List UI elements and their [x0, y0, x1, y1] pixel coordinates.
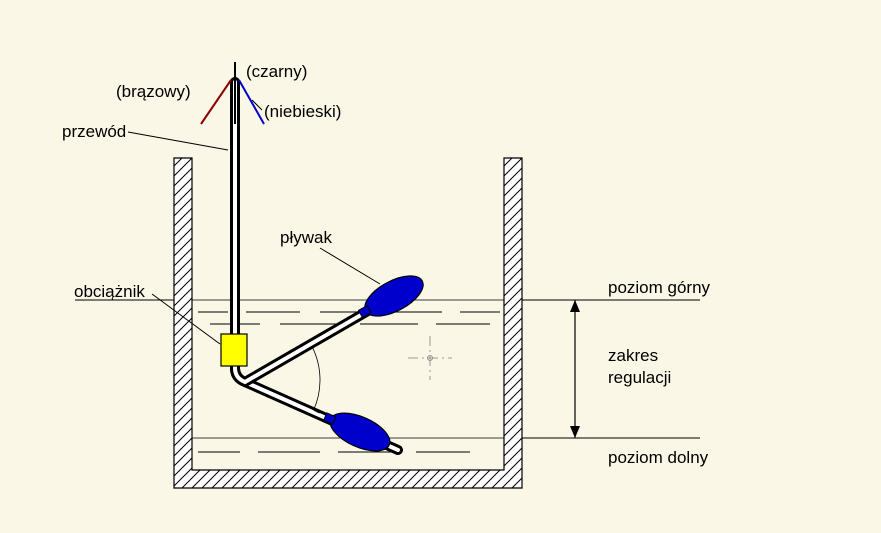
- leader-przewod: [128, 132, 228, 150]
- range-arrow-down: [570, 426, 580, 438]
- label-plywak: pływak: [280, 228, 332, 248]
- label-poziom-dolny: poziom dolny: [608, 448, 708, 468]
- label-brazowy: (brązowy): [116, 82, 191, 102]
- label-przewod: przewód: [62, 122, 126, 142]
- leader-plywak: [320, 248, 380, 284]
- range-arrow-up: [570, 300, 580, 312]
- label-niebieski: (niebieski): [264, 102, 341, 122]
- label-regulacji: regulacji: [608, 368, 671, 388]
- wire-blue: [239, 80, 264, 124]
- label-zakres: zakres: [608, 346, 658, 366]
- cable-inner-lower: [235, 82, 398, 450]
- angle-arc: [312, 346, 320, 410]
- diagram-svg: [0, 0, 881, 533]
- wire-brown: [201, 80, 231, 124]
- float-lower: [319, 403, 395, 459]
- label-czarny: (czarny): [246, 62, 307, 82]
- cable-outer-lower: [235, 82, 398, 450]
- label-obciaznik: obciążnik: [74, 282, 145, 302]
- diagram-stage: (brązowy) (czarny) (niebieski) przewód p…: [0, 0, 881, 533]
- weight: [221, 334, 247, 366]
- label-poziom-gorny: poziom górny: [608, 278, 710, 298]
